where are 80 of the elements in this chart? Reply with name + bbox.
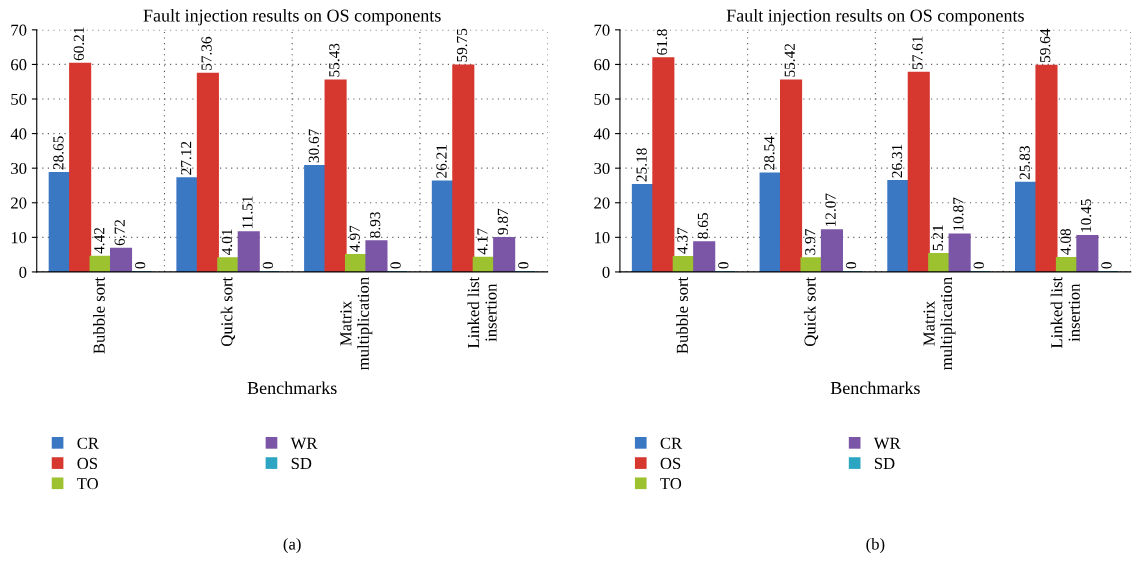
data-label: 0 <box>390 262 401 269</box>
y-tick-label: 50 <box>11 93 27 105</box>
x-tick-label: Quick sort <box>220 276 236 346</box>
y-tick-label: 0 <box>19 266 27 278</box>
data-label: 6.72 <box>114 220 125 246</box>
data-label: 57.61 <box>912 36 923 70</box>
data-label: 0 <box>845 262 857 269</box>
data-label: 55.43 <box>329 43 340 77</box>
y-tick-label: 10 <box>595 232 610 244</box>
chart-title: Fault injection results on OS components <box>726 8 1024 26</box>
data-label: 60.21 <box>73 27 85 61</box>
data-label: 28.54 <box>764 136 775 170</box>
legend-label: WR <box>873 437 901 449</box>
data-label: 0 <box>1101 262 1112 269</box>
y-tick-label: 0 <box>602 266 610 278</box>
data-label: 5.21 <box>932 225 944 251</box>
data-label: 4.01 <box>221 229 233 255</box>
data-label: 25.83 <box>1019 146 1030 180</box>
data-label: 27.12 <box>181 141 192 175</box>
y-tick-label: 30 <box>11 162 27 175</box>
data-label: 0 <box>718 262 729 269</box>
y-tick-label: 40 <box>593 128 610 140</box>
data-label: 59.75 <box>456 28 468 62</box>
data-label: 4.08 <box>1060 228 1071 255</box>
data-label: 28.65 <box>53 136 64 170</box>
data-label: 10.45 <box>1080 199 1092 232</box>
data-label: 11.51 <box>242 196 253 228</box>
data-label: 9.87 <box>497 208 509 235</box>
legend-label: OS <box>660 457 681 470</box>
x-tick-label: Quick sort <box>803 276 819 346</box>
text: (a) <box>283 537 301 554</box>
legend-label: SD <box>291 457 312 470</box>
data-label: 57.36 <box>201 36 212 70</box>
data-label: 0 <box>973 262 984 269</box>
y-tick-label: 70 <box>594 24 610 36</box>
y-tick-label: 50 <box>594 93 610 105</box>
y-tick-label: 30 <box>594 162 610 175</box>
data-label: 55.42 <box>784 43 795 77</box>
text: (b) <box>866 537 885 554</box>
y-tick-label: 20 <box>11 197 27 209</box>
x-tick-label: Linked list insertion <box>467 276 497 349</box>
data-label: 26.21 <box>436 145 447 178</box>
data-label: 61.8 <box>656 29 668 55</box>
legend-label: TO <box>660 478 682 490</box>
data-label: 8.93 <box>369 212 381 238</box>
data-label: 0 <box>518 262 529 269</box>
legend-label: CR <box>660 437 683 449</box>
data-label: 12.07 <box>825 193 836 227</box>
x-tick-label: Matrix multiplication <box>923 277 956 370</box>
x-tick-label: Matrix multiplication <box>340 277 373 370</box>
data-label: 8.65 <box>697 213 709 239</box>
legend-label: CR <box>77 437 99 449</box>
x-axis-title: Benchmarks <box>247 381 337 395</box>
y-tick-label: 40 <box>10 128 27 140</box>
legend-label: OS <box>77 457 98 470</box>
legend-label: TO <box>77 478 98 490</box>
y-tick-label: 10 <box>11 232 27 244</box>
data-label: 10.87 <box>953 197 964 231</box>
data-label: 25.18 <box>636 148 647 182</box>
data-label: 0 <box>134 262 146 269</box>
data-label: 4.97 <box>349 225 360 252</box>
data-label: 4.37 <box>677 227 688 254</box>
y-tick-label: 60 <box>594 59 610 71</box>
data-label: 0 <box>262 262 273 269</box>
x-axis-title: Benchmarks <box>830 381 920 395</box>
x-tick-label: Linked list insertion <box>1050 276 1080 349</box>
data-label: 3.97 <box>805 229 816 255</box>
data-label: 4.42 <box>94 227 105 254</box>
legend-label: SD <box>874 457 895 470</box>
y-tick-label: 60 <box>11 59 27 71</box>
data-label: 4.17 <box>477 228 488 255</box>
x-tick-label: Bubble sort <box>676 276 688 354</box>
data-label: 30.67 <box>308 129 320 163</box>
x-tick-label: Bubble sort <box>93 276 105 354</box>
y-tick-label: 20 <box>594 197 610 209</box>
data-label: 59.64 <box>1040 28 1051 62</box>
chart-title: Fault injection results on OS components <box>143 8 441 26</box>
y-tick-label: 70 <box>11 24 27 36</box>
legend-label: WR <box>290 437 318 449</box>
data-label: 26.31 <box>891 144 903 178</box>
